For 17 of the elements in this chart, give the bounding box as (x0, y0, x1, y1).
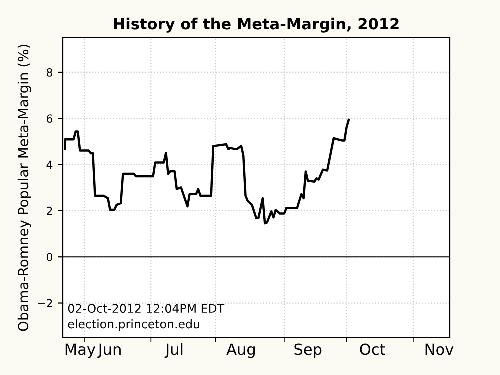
annotation: 02-Oct-2012 12:04PM EDT (68, 304, 225, 314)
x-tick-label: Aug (226, 344, 255, 358)
annotation: election.princeton.edu (68, 320, 200, 331)
x-tick-label: Oct (360, 344, 386, 356)
x-tick-label: Sep (294, 344, 322, 358)
y-tick-label: 4 (46, 160, 53, 170)
x-tick-label: May (66, 344, 96, 358)
x-tick-label: Jul (164, 343, 183, 358)
y-tick-label: 2 (47, 206, 52, 216)
y-tick-label: 8 (46, 68, 53, 77)
x-tick-label: Jun (98, 344, 121, 358)
y-tick-label: 0 (46, 253, 53, 262)
y-axis-title: Obama-Romney Popular Meta-Margin (%) (18, 44, 32, 332)
x-tick-label: Nov (426, 344, 454, 356)
chart-title: History of the Meta-Margin, 2012 (114, 18, 399, 33)
y-tick-label: 6 (46, 114, 53, 124)
y-tick-label: −2 (38, 299, 52, 308)
